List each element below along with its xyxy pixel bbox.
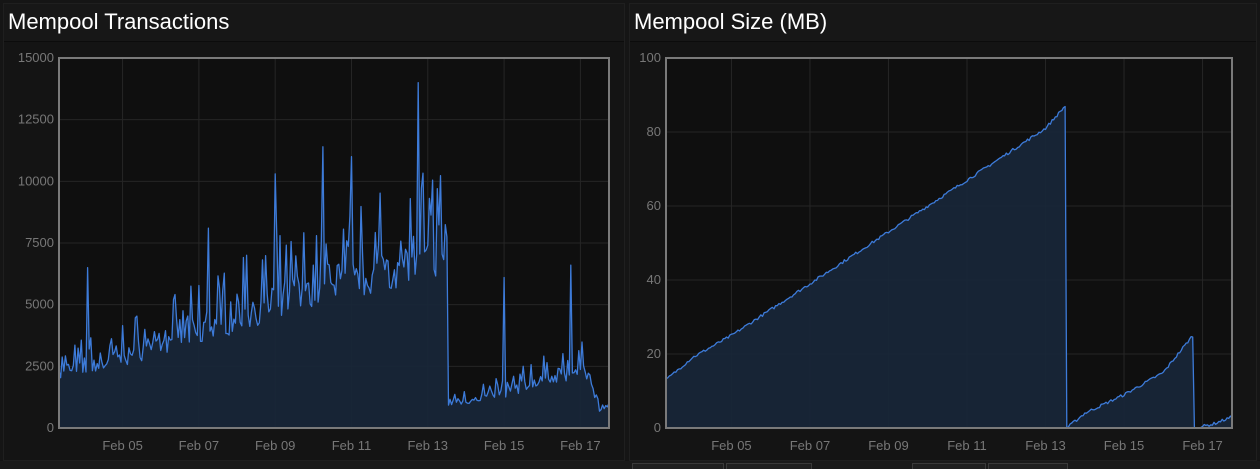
panel-header	[4, 4, 624, 42]
y-tick-label: 80	[647, 124, 661, 139]
x-tick-label: Feb 13	[408, 438, 448, 453]
y-tick-label: 60	[647, 198, 661, 213]
toolbar-tab[interactable]	[726, 463, 812, 469]
plot-border	[665, 57, 1233, 429]
y-tick-label: 0	[47, 420, 54, 435]
y-tick-label: 15000	[18, 50, 54, 65]
x-tick-label: Feb 11	[332, 438, 372, 453]
bottom-toolbar	[0, 461, 1260, 469]
x-tick-label: Feb 07	[179, 438, 219, 453]
plot-border	[58, 57, 610, 429]
x-tick-label: Feb 11	[947, 438, 987, 453]
y-tick-label: 10000	[18, 173, 54, 188]
x-tick-label: Feb 05	[711, 438, 751, 453]
chart-title: Mempool Transactions	[8, 9, 230, 34]
x-tick-label: Feb 15	[484, 438, 524, 453]
x-tick-label: Feb 15	[1104, 438, 1144, 453]
x-tick-label: Feb 13	[1025, 438, 1065, 453]
y-tick-label: 5000	[25, 297, 54, 312]
mempool-size-chart: 0 20 40 60 80 100 Feb 05 Feb 07 Feb 09 Feb 11 Feb …	[639, 50, 1233, 453]
x-tick-label: Feb 09	[868, 438, 908, 453]
y-tick-label: 12500	[18, 112, 54, 127]
x-tick-label: Feb 09	[255, 438, 295, 453]
y-tick-label: 20	[647, 346, 661, 361]
y-tick-label: 0	[654, 420, 661, 435]
x-tick-label: Feb 07	[790, 438, 830, 453]
series-line	[665, 105, 1233, 429]
toolbar-tab[interactable]	[988, 463, 1068, 469]
toolbar-tab[interactable]	[632, 463, 724, 469]
series-area	[59, 82, 609, 428]
x-tick-label: Feb 05	[102, 438, 142, 453]
y-tick-label: 100	[639, 50, 661, 65]
series-area	[666, 106, 1232, 428]
panel-header	[630, 4, 1256, 42]
x-tick-label: Feb 17	[560, 438, 600, 453]
mempool-transactions-panel: Mempool Transactions 0 2500 5000 7500 10000 1…	[3, 3, 625, 461]
x-tick-label: Feb 17	[1182, 438, 1222, 453]
toolbar-tab[interactable]	[912, 463, 986, 469]
series-line	[58, 82, 610, 412]
mempool-size-panel: Mempool Size (MB) 0 20 40 60 80 100 Feb 05 Feb …	[629, 3, 1257, 461]
chart-title: Mempool Size (MB)	[634, 9, 828, 34]
y-tick-label: 40	[647, 272, 661, 287]
y-tick-label: 2500	[25, 358, 54, 373]
mempool-transactions-chart: 0 2500 5000 7500 10000 12500 15000 Feb 05 Feb 07…	[18, 50, 610, 453]
y-tick-label: 7500	[25, 235, 54, 250]
